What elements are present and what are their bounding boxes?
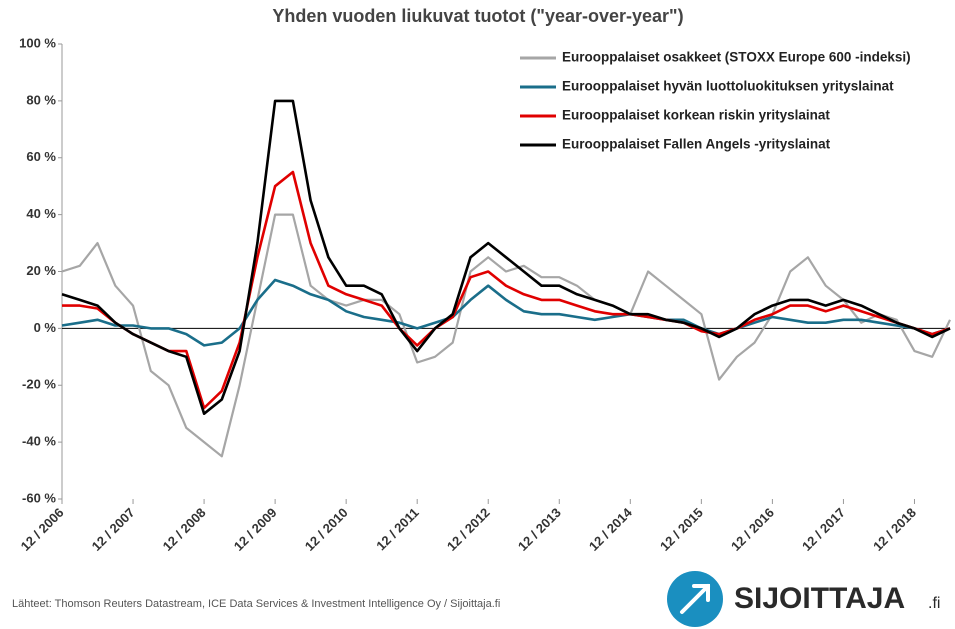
y-tick-label: -20 % [22,377,56,392]
x-tick-label: 12 / 2018 [870,505,919,554]
x-tick-label: 12 / 2009 [231,505,280,554]
legend-label: Eurooppalaiset korkean riskin yrityslain… [562,108,830,123]
series-line [61,99,951,415]
y-tick-label: -40 % [22,434,56,449]
y-tick-label: 0 % [34,320,57,335]
x-tick-label: 12 / 2013 [515,505,564,554]
legend-label: Eurooppalaiset Fallen Angels -yrityslain… [562,137,831,152]
series-line [61,278,951,347]
y-tick-label: 20 % [26,263,56,278]
x-tick-label: 12 / 2011 [373,505,421,553]
x-tick-label: 12 / 2010 [302,505,351,554]
y-tick-label: 100 % [19,35,56,50]
source: Lähteet: Thomson Reuters Datastream, ICE… [12,598,500,610]
logo: SIJOITTAJA .fi [667,571,940,627]
logo-arrow [680,584,710,614]
x-tick-label: 12 / 2012 [444,505,493,554]
series-line [62,170,951,410]
series-line [61,213,951,458]
logo-text: SIJOITTAJA [734,582,905,615]
x-tick-label: 12 / 2008 [160,505,209,554]
x-tick-label: 12 / 2007 [89,505,138,554]
y-tick-label: 40 % [26,206,56,221]
x-tick-label: 12 / 2016 [728,505,777,554]
x-tick-label: 12 / 2015 [657,505,706,554]
legend-label: Eurooppalaiset hyvän luottoluokituksen y… [562,79,894,94]
chart-title: Yhden vuoden liukuvat tuotot ("year-over… [272,6,683,26]
legend-label: Eurooppalaiset osakkeet (STOXX Europe 60… [562,50,911,65]
logo-suffix: .fi [928,595,940,612]
x-tick-label: 12 / 2006 [18,505,67,554]
y-tick-label: -60 % [22,490,56,505]
x-tick-label: 12 / 2017 [799,505,848,554]
y-tick-label: 80 % [26,92,56,107]
x-tick-label: 12 / 2014 [586,504,635,553]
y-tick-label: 60 % [26,149,56,164]
